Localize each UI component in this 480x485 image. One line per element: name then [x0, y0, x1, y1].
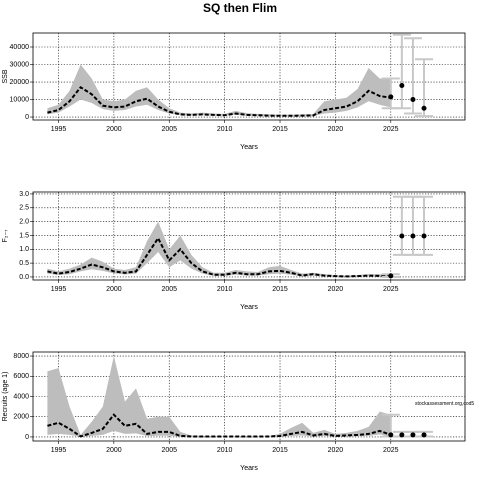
y-axis-label: SSB — [2, 69, 9, 83]
x-tick-label: 2010 — [217, 286, 233, 293]
y-tick-label: 30000 — [10, 61, 30, 68]
y-tick-label: 40000 — [10, 44, 30, 51]
x-tick-label: 2020 — [328, 126, 344, 133]
x-axis-label: Years — [240, 144, 258, 151]
x-tick-label: 2000 — [106, 447, 122, 454]
x-tick-label: 2000 — [106, 126, 122, 133]
forecast-point — [410, 432, 416, 438]
confidence-band — [47, 64, 391, 117]
forecast-point — [388, 94, 394, 100]
x-tick-label: 2005 — [161, 286, 177, 293]
forecast-point — [399, 233, 405, 239]
x-tick-label: 2015 — [272, 447, 288, 454]
panel: 1995 2000 2005 2010 2015 2020 2025 0.0 0.5 1.0 1.5… — [2, 191, 466, 311]
x-tick-label: 1995 — [51, 126, 67, 133]
forecast-point — [421, 105, 427, 111]
annotation: stockassessment.org,cod5 — [415, 401, 474, 407]
confidence-band — [47, 221, 391, 277]
x-tick-label: 2015 — [272, 126, 288, 133]
panel: 1995 2000 2005 2010 2015 2020 2025 0 2000 4000 600… — [2, 351, 474, 472]
y-tick-label: 1.5 — [19, 232, 29, 239]
x-axis-label: Years — [240, 465, 258, 472]
y-tick-label: 8000 — [13, 353, 29, 360]
figure-title: SQ then Flim — [203, 1, 277, 15]
x-tick-label: 2020 — [328, 447, 344, 454]
y-axis-label: F₂₋₇ — [2, 229, 9, 243]
y-tick-label: 10000 — [10, 96, 30, 103]
plot-frame — [32, 32, 466, 121]
forecast-point — [410, 233, 416, 239]
x-tick-label: 1995 — [51, 447, 67, 454]
x-tick-label: 2020 — [328, 286, 344, 293]
forecast-point — [399, 83, 405, 89]
forecast-point — [421, 432, 427, 438]
x-tick-label: 2025 — [383, 286, 399, 293]
forecast-point — [421, 233, 427, 239]
y-tick-label: 0.0 — [19, 274, 29, 281]
x-tick-label: 2025 — [383, 447, 399, 454]
plot-frame — [32, 351, 466, 442]
x-tick-label: 2010 — [217, 447, 233, 454]
estimate-line — [47, 85, 391, 117]
x-tick-label: 1995 — [51, 286, 67, 293]
x-tick-label: 2025 — [383, 126, 399, 133]
y-tick-label: 3.0 — [19, 191, 29, 198]
estimate-line — [47, 413, 392, 438]
estimate-line — [47, 236, 391, 278]
y-tick-label: 2.5 — [19, 205, 29, 212]
y-tick-label: 1.0 — [19, 246, 29, 253]
forecast-point — [388, 273, 394, 279]
y-tick-label: 6000 — [13, 373, 29, 380]
y-tick-label: 4000 — [13, 393, 29, 400]
x-tick-label: 2005 — [161, 126, 177, 133]
y-tick-label: 0.5 — [19, 260, 29, 267]
plot-frame — [32, 191, 466, 281]
y-tick-label: 0 — [25, 434, 29, 441]
x-tick-label: 2000 — [106, 286, 122, 293]
forecast-point — [399, 432, 405, 438]
y-tick-label: 20000 — [10, 79, 30, 86]
panel: 1995 2000 2005 2010 2015 2020 2025 0 10000 20000 3… — [2, 32, 466, 151]
x-tick-label: 2010 — [217, 126, 233, 133]
y-tick-label: 2000 — [13, 414, 29, 421]
forecast-point — [410, 97, 416, 103]
forecast-point — [388, 432, 394, 438]
y-tick-label: 0 — [25, 114, 29, 121]
x-tick-label: 2015 — [272, 286, 288, 293]
x-tick-label: 2005 — [161, 447, 177, 454]
confidence-band — [47, 356, 391, 437]
x-axis-label: Years — [240, 304, 258, 311]
y-axis-label: Recruits (age 1) — [2, 372, 9, 422]
y-tick-label: 2.0 — [19, 218, 29, 225]
